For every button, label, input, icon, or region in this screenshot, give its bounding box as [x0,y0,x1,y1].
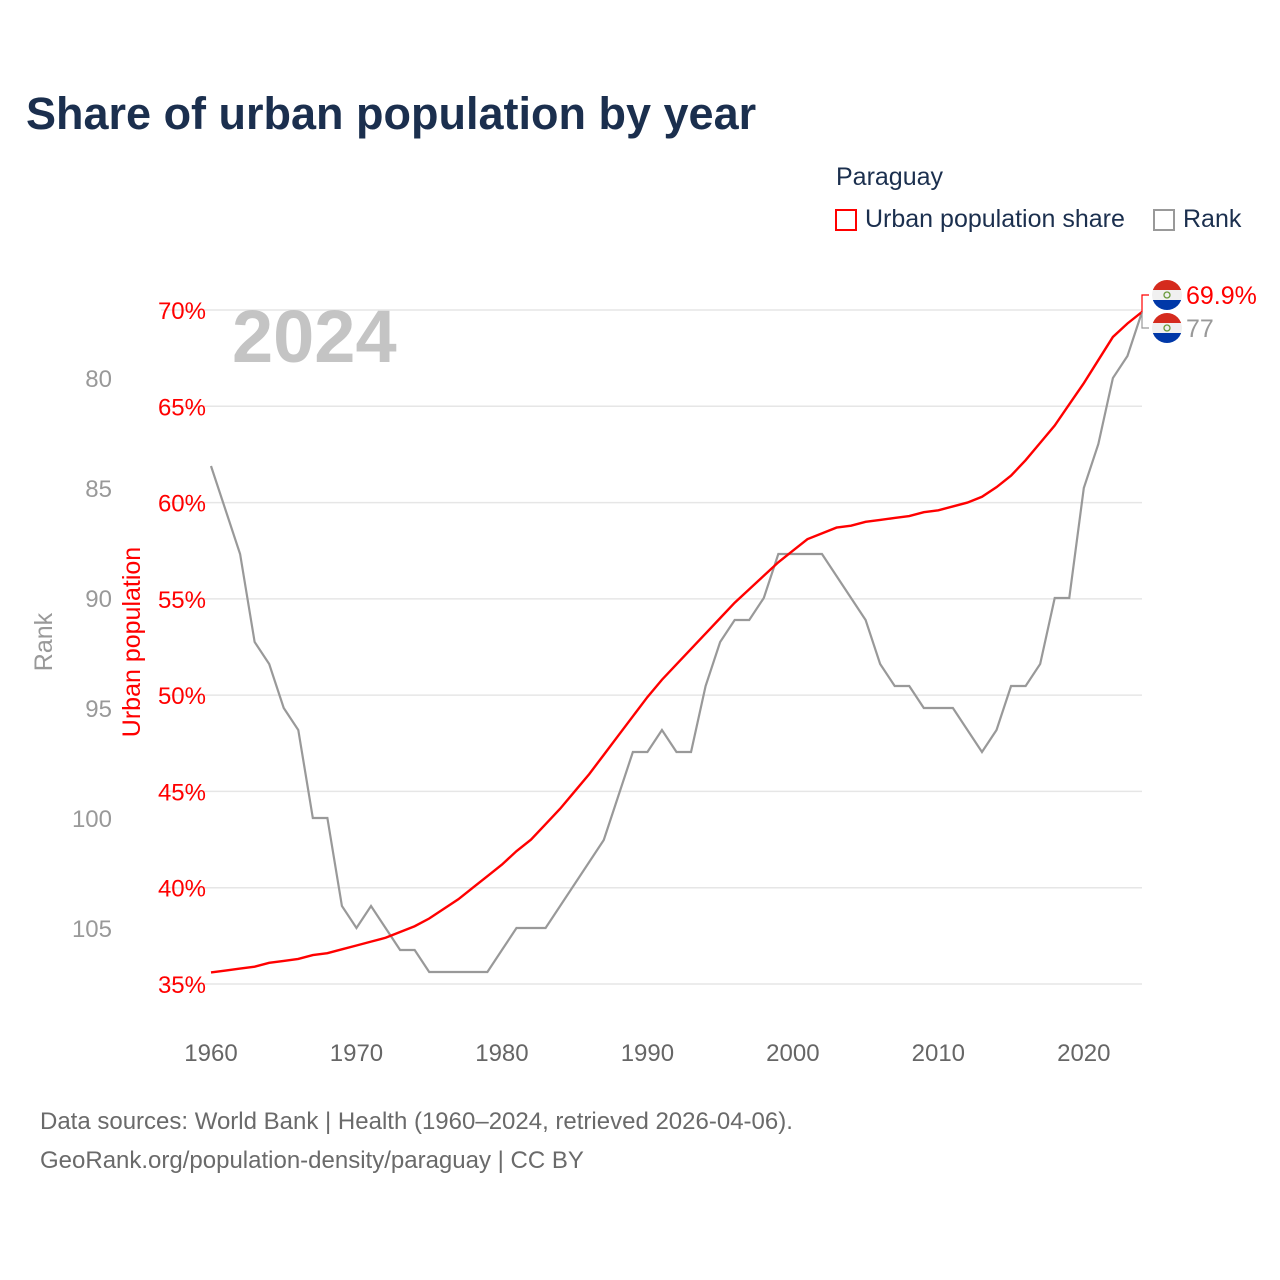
x-tick-label: 2000 [766,1040,819,1067]
y-tick-label-urban: 60% [158,491,206,518]
footer-sources: Data sources: World Bank | Health (1960–… [40,1108,793,1135]
end-label-rank: 77 [1186,315,1214,343]
y-tick-label-urban: 40% [158,876,206,903]
legend-item-urban[interactable]: Urban population share [835,205,1125,234]
legend-title: Paraguay [836,163,944,191]
y-tick-label-urban: 55% [158,587,206,614]
y-axis-title-urban: Urban population [118,547,146,737]
y-tick-label-urban: 65% [158,394,206,421]
paraguay-flag-icon [1152,280,1182,310]
legend-label-urban: Urban population share [865,205,1125,233]
end-connector-urban [1141,294,1149,312]
y-tick-label-rank: 100 [72,806,112,833]
x-tick-label: 1970 [330,1040,383,1067]
legend-item-rank[interactable]: Rank [1153,205,1241,234]
x-tick-label: 2010 [912,1040,965,1067]
x-tick-label: 1960 [184,1040,237,1067]
x-tick-label: 1990 [621,1040,674,1067]
series-line-urban [210,310,1143,974]
x-tick-label: 2020 [1057,1040,1110,1067]
series-line-rank [209,311,1144,974]
footer-attribution: GeoRank.org/population-density/paraguay … [40,1147,584,1174]
y-tick-label-rank: 85 [85,476,112,503]
end-connector-rank [1141,312,1149,329]
paraguay-flag-icon [1152,313,1182,343]
legend-swatch-urban [835,208,857,231]
y-tick-label-rank: 95 [85,696,112,723]
year-watermark: 2024 [232,295,397,378]
chart-title: Share of urban population by year [26,88,757,139]
y-tick-label-rank: 80 [85,366,112,393]
y-tick-label-rank: 105 [72,916,112,943]
end-label-urban: 69.9% [1186,282,1257,310]
y-tick-label-rank: 90 [85,586,112,613]
y-tick-label-urban: 35% [158,972,206,999]
legend-swatch-rank [1153,208,1175,231]
legend-label-rank: Rank [1183,205,1242,233]
y-tick-label-urban: 70% [158,298,206,325]
y-tick-label-urban: 50% [158,683,206,710]
x-tick-label: 1980 [475,1040,528,1067]
y-axis-title-rank: Rank [30,612,58,671]
y-tick-label-urban: 45% [158,779,206,806]
